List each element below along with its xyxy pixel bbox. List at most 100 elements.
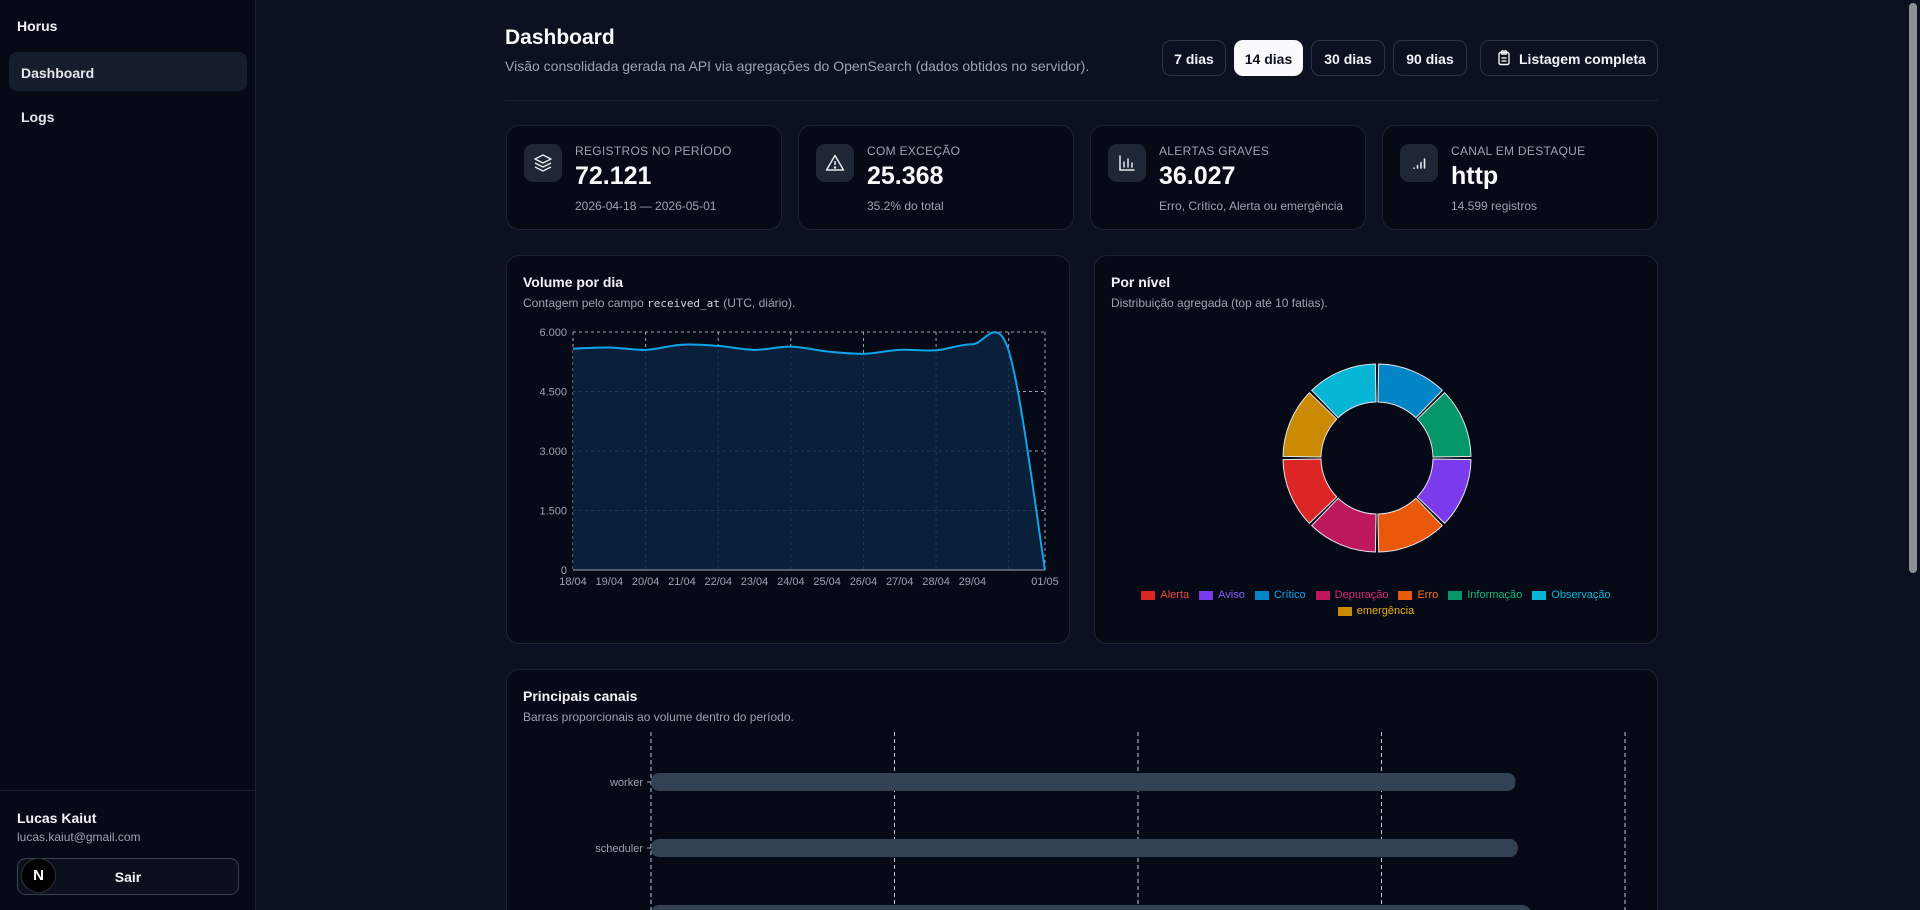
stat-card-records: REGISTROS NO PERÍODO 72.121 2026-04-18 —…	[506, 125, 782, 230]
bar-worker	[651, 773, 1516, 791]
volume-chart-card: Volume por dia Contagem pelo campo recei…	[506, 255, 1070, 644]
x-tick-label: 28/04	[922, 576, 950, 588]
legend-label: Aviso	[1218, 589, 1245, 601]
page-title: Dashboard	[505, 26, 615, 49]
sidebar-item-logs[interactable]: Logs	[21, 109, 55, 125]
channels-chart-card: Principais canais Barras proporcionais a…	[506, 669, 1658, 910]
level-chart-description: Distribuição agregada (top até 10 fatias…	[1111, 296, 1328, 310]
legend-item[interactable]: Informação	[1448, 589, 1522, 601]
legend-label: Crítico	[1273, 589, 1306, 601]
stat-hint: 35.2% do total	[867, 199, 944, 213]
area-line	[572, 331, 1046, 571]
bar-category-label: worker	[609, 777, 643, 789]
y-tick-label: 6.000	[539, 327, 567, 339]
legend-item[interactable]: Depuração	[1315, 589, 1389, 601]
donut-slice-depuração	[1310, 497, 1377, 553]
stat-value: 72.121	[575, 162, 652, 190]
legend-label: Informação	[1467, 589, 1523, 601]
stat-label: COM EXCEÇÃO	[867, 144, 961, 158]
divider	[0, 790, 256, 791]
x-tick-label: 19/04	[596, 576, 624, 588]
bar-scheduler	[651, 839, 1518, 857]
x-tick-label: 21/04	[668, 576, 696, 588]
x-tick-label: 23/04	[741, 576, 769, 588]
stat-label: REGISTROS NO PERÍODO	[575, 144, 732, 158]
channels-chart-description: Barras proporcionais ao volume dentro do…	[523, 710, 794, 724]
channels-bar-chart: workerschedulerqueue	[595, 732, 1626, 910]
legend-item[interactable]: Erro	[1398, 589, 1438, 601]
legend-item[interactable]: Crítico	[1254, 589, 1306, 601]
volume-area-chart: 0 1.500 3.000 4.500 6.000 18/04 19/04 20/04 21/0…	[539, 327, 1058, 588]
stat-card-exceptions: COM EXCEÇÃO 25.368 35.2% do total	[798, 125, 1074, 230]
area-fill	[573, 332, 1045, 570]
y-tick-label: 4.500	[539, 387, 567, 399]
user-name: Lucas Kaiut	[17, 810, 97, 826]
x-tick-label: 27/04	[886, 576, 914, 588]
legend-item[interactable]: Observação	[1532, 589, 1611, 601]
volume-chart-description: Contagem pelo campo received_at (UTC, di…	[523, 296, 796, 310]
y-tick-label: 3.000	[539, 446, 567, 458]
legend-item[interactable]: emergência	[1337, 605, 1415, 617]
legend-label: Observação	[1551, 589, 1611, 601]
legend-swatch	[1315, 590, 1330, 600]
sidebar: Horus Dashboard Logs Lucas Kaiut lucas.k…	[0, 0, 256, 910]
level-chart-legend: Alerta Aviso Crítico Depuração Erro Informaçã…	[1113, 589, 1639, 617]
y-tick-label: 1.500	[539, 506, 567, 518]
scrollbar[interactable]	[1906, 0, 1920, 910]
stat-value: 36.027	[1159, 162, 1236, 190]
stat-hint: 14.599 registros	[1451, 199, 1538, 213]
x-tick-label: 18/04	[559, 576, 587, 588]
range-90-days-button[interactable]: 90 dias	[1393, 40, 1467, 76]
x-tick-label: 24/04	[777, 576, 805, 588]
donut-slice-aviso	[1416, 458, 1472, 525]
brand-name[interactable]: Horus	[17, 18, 58, 34]
legend-swatch	[1532, 590, 1547, 600]
clipboard-icon	[1498, 50, 1510, 66]
nextjs-dev-badge[interactable]: N	[21, 858, 56, 893]
stat-card-top-channel: CANAL EM DESTAQUE http 14.599 registros	[1382, 125, 1658, 230]
bar-chart-icon	[1108, 144, 1146, 182]
legend-label: Alerta	[1160, 589, 1190, 601]
legend-item[interactable]: Aviso	[1199, 589, 1245, 601]
legend-swatch	[1448, 590, 1463, 600]
legend-item[interactable]: Alerta	[1141, 589, 1189, 601]
legend-swatch	[1337, 606, 1352, 616]
stat-card-severe-alerts: ALERTAS GRAVES 36.027 Erro, Crítico, Ale…	[1090, 125, 1366, 230]
level-chart-title: Por nível	[1111, 274, 1171, 290]
stat-label: CANAL EM DESTAQUE	[1451, 144, 1586, 158]
volume-chart-title: Volume por dia	[523, 274, 624, 290]
legend-label: Depuração	[1334, 589, 1389, 601]
bar-queue	[651, 905, 1531, 910]
full-listing-label: Listagem completa	[1519, 51, 1646, 67]
donut-slice-crítico	[1377, 363, 1444, 419]
legend-swatch	[1254, 590, 1269, 600]
donut-slice-emergência	[1282, 391, 1338, 458]
range-7-days-button[interactable]: 7 dias	[1162, 40, 1226, 76]
x-tick-label: 25/04	[813, 576, 841, 588]
level-donut-chart	[1282, 363, 1472, 553]
legend-swatch	[1199, 590, 1214, 600]
stat-value: http	[1451, 162, 1499, 190]
donut-slice-alerta	[1282, 458, 1338, 525]
x-tick-label: 29/04	[959, 576, 987, 588]
sidebar-item-dashboard[interactable]: Dashboard	[9, 52, 247, 91]
full-listing-button[interactable]: Listagem completa	[1480, 40, 1658, 76]
donut-slice-erro	[1377, 497, 1444, 553]
donut-slice-informação	[1416, 391, 1472, 458]
x-tick-label: 20/04	[632, 576, 660, 588]
stat-label: ALERTAS GRAVES	[1159, 144, 1270, 158]
layers-icon	[524, 144, 562, 182]
stat-hint: 2026-04-18 — 2026-05-01	[575, 199, 717, 213]
warning-icon	[816, 144, 854, 182]
legend-swatch	[1141, 590, 1156, 600]
legend-label: emergência	[1356, 605, 1415, 617]
level-chart-card: Por nível Distribuição agregada (top até…	[1094, 255, 1658, 644]
bar-category-label: scheduler	[595, 843, 643, 855]
scrollbar-thumb[interactable]	[1909, 3, 1917, 573]
x-tick-label: 22/04	[704, 576, 732, 588]
range-30-days-button[interactable]: 30 dias	[1311, 40, 1385, 76]
user-email: lucas.kaiut@gmail.com	[17, 830, 141, 844]
range-14-days-button[interactable]: 14 dias	[1234, 40, 1303, 76]
legend-label: Erro	[1417, 589, 1439, 601]
page-subtitle: Visão consolidada gerada na API via agre…	[505, 58, 1090, 74]
